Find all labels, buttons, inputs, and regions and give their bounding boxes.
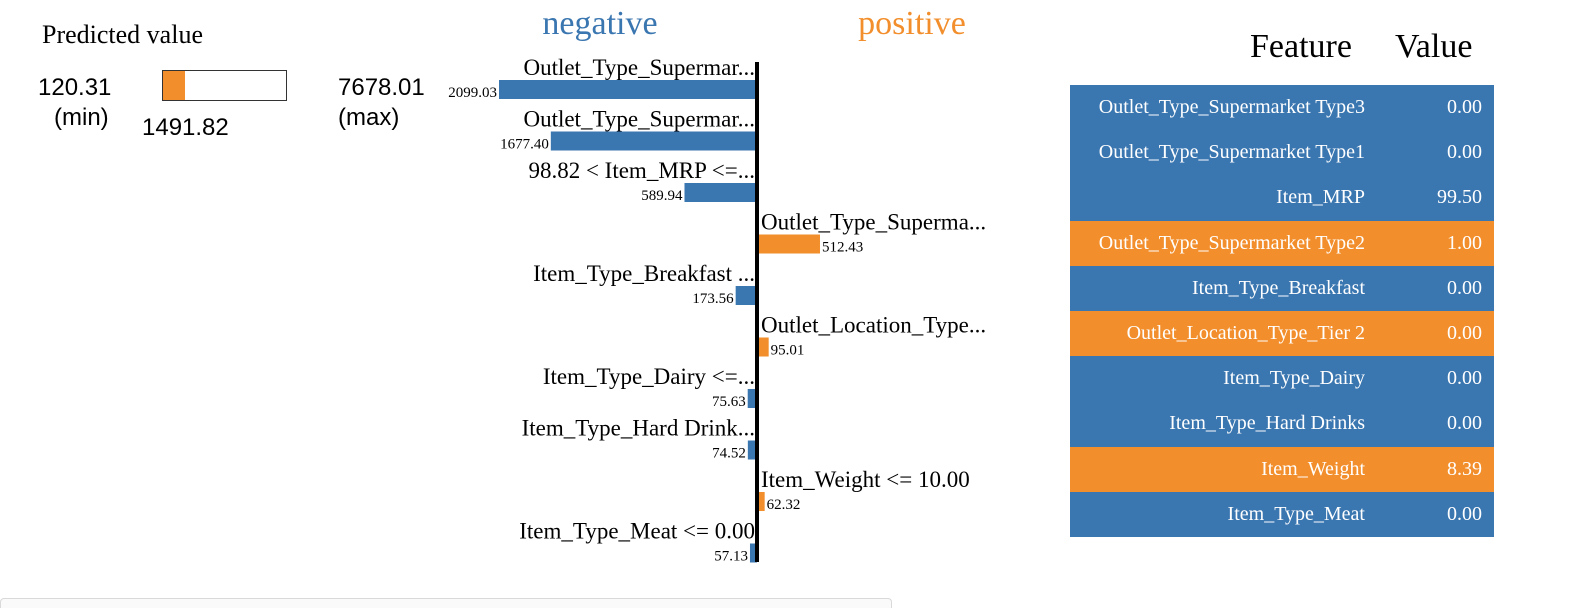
table-row: Item_MRP 99.50 [1070,175,1494,221]
table-feature-cell: Item_Type_Meat [1227,502,1365,525]
table-row: Item_Weight 8.39 [1070,446,1494,492]
table-feature-cell: Outlet_Location_Type_Tier 2 [1126,322,1365,345]
table-feature-cell: Item_Weight [1261,457,1365,480]
predicted-max-value: 7678.01 [338,74,425,101]
bar-feature-label: Item_Type_Breakfast ... [533,261,755,286]
value-header: Value [1395,28,1473,65]
table-feature-cell: Item_Type_Hard Drinks [1169,412,1365,435]
negative-bar [749,543,757,563]
bar-feature-label: Outlet_Type_Supermar... [523,107,755,132]
predicted-max-label: (max) [338,104,400,131]
contribution-chart-svg: negative positive Outlet_Type_Supermar..… [448,5,986,565]
negative-header: negative [542,5,657,42]
table-value-cell: 0.00 [1447,367,1482,390]
table-value-cell: 0.00 [1447,412,1482,435]
bar-value-label: 2099.03 [448,85,497,101]
table-value-cell: 0.00 [1447,96,1482,119]
table-row: Item_Type_Hard Drinks 0.00 [1070,401,1494,447]
bar-feature-label: 98.82 < Item_MRP <=... [528,158,755,183]
bar-feature-label: Item_Weight <= 10.00 [761,467,970,492]
negative-bar [684,183,757,202]
table-feature-cell: Item_Type_Breakfast [1192,276,1365,299]
negative-bar [735,286,757,305]
table-row: Item_Type_Dairy 0.00 [1070,356,1494,402]
table-value-cell: 0.00 [1447,276,1482,299]
positive-header: positive [858,5,966,42]
table-row: Outlet_Type_Supermarket Type2 1.00 [1070,220,1494,266]
predicted-current-value: 1491.82 [142,114,229,141]
table-value-cell: 99.50 [1437,186,1482,209]
positive-bar [757,234,820,254]
negative-bar [747,389,757,408]
bar-value-label: 62.32 [767,497,801,513]
positive-bar [757,337,769,357]
bar-value-label: 57.13 [714,549,748,565]
negative-bar [499,80,757,99]
predicted-value-fill [163,71,186,100]
positive-bar [757,492,765,511]
bar-feature-label: Outlet_Location_Type... [761,313,986,338]
bar-value-label: 74.52 [712,446,746,462]
bar-feature-label: Outlet_Type_Supermar... [523,55,755,80]
table-row: Item_Type_Breakfast 0.00 [1070,265,1494,311]
bar-feature-label: Item_Type_Hard Drink... [522,416,755,441]
predicted-min-label: (min) [54,104,109,131]
bar-value-label: 1677.40 [500,137,549,153]
bar-value-label: 173.56 [692,291,734,307]
table-feature-cell: Outlet_Type_Supermarket Type2 [1098,231,1365,254]
horizontal-scrollbar[interactable] [0,598,892,608]
bar-value-label: 512.43 [822,240,863,256]
predicted-value-bar [162,70,287,101]
bar-value-label: 95.01 [771,343,805,359]
predicted-value-title: Predicted value [42,20,203,49]
table-row: Outlet_Type_Supermarket Type1 0.00 [1070,130,1494,176]
table-feature-cell: Item_MRP [1276,186,1365,209]
feature-header: Feature [1250,28,1352,65]
bar-feature-label: Outlet_Type_Superma... [761,210,986,235]
bar-value-label: 589.94 [641,188,683,204]
feature-value-table: Outlet_Type_Supermarket Type3 0.00 Outlet_… [1070,85,1494,537]
negative-bar [550,131,757,151]
bars-layer: Outlet_Type_Supermar... 2099.03 Outlet_Typ… [448,55,986,565]
table-value-cell: 0.00 [1447,502,1482,525]
table-feature-cell: Outlet_Type_Supermarket Type3 [1098,96,1365,119]
table-row: Outlet_Type_Supermarket Type3 0.00 [1070,85,1494,131]
predicted-min-value: 120.31 [38,74,112,101]
table-value-cell: 1.00 [1447,231,1482,254]
table-value-cell: 0.00 [1447,141,1482,164]
table-row: Item_Type_Meat 0.00 [1070,491,1494,537]
bar-feature-label: Item_Type_Meat <= 0.00 [519,519,755,544]
bar-feature-label: Item_Type_Dairy <=... [543,364,755,389]
predicted-value-panel: Predicted value 120.31 (min) 1491.82 767… [0,0,440,160]
negative-bar [747,440,757,460]
table-value-cell: 0.00 [1447,322,1482,345]
table-value-cell: 8.39 [1447,457,1482,480]
table-feature-cell: Outlet_Type_Supermarket Type1 [1098,141,1365,164]
bar-value-label: 75.63 [712,394,746,410]
table-row: Outlet_Location_Type_Tier 2 0.00 [1070,310,1494,357]
contribution-chart: negative positive Outlet_Type_Supermar..… [448,5,986,565]
table-feature-cell: Item_Type_Dairy [1223,367,1365,390]
